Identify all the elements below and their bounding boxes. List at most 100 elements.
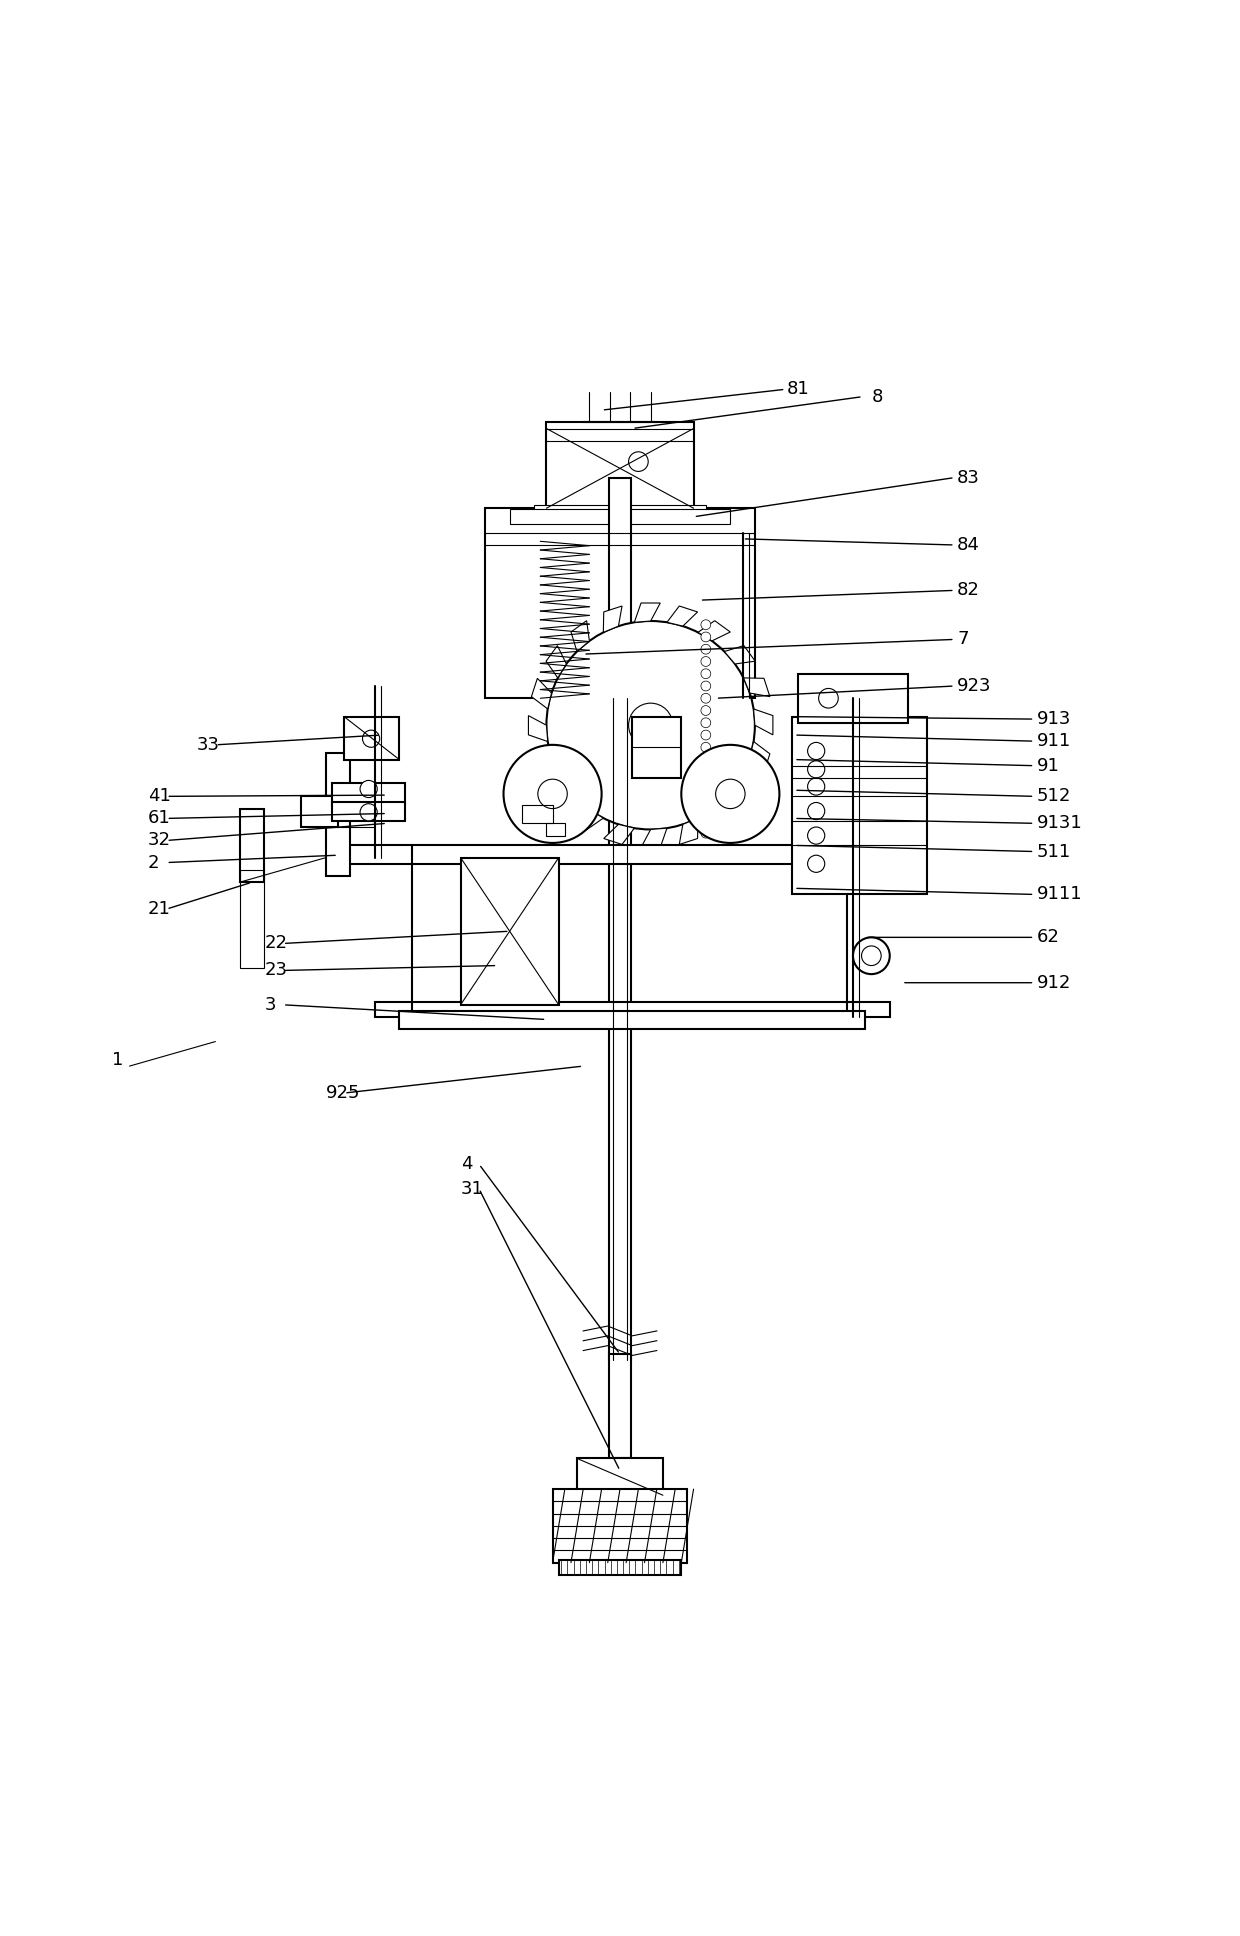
Text: 33: 33: [197, 736, 219, 753]
Bar: [239, 809, 264, 883]
Bar: [791, 716, 926, 894]
Bar: [339, 846, 901, 863]
Bar: [301, 796, 339, 827]
Circle shape: [629, 703, 673, 747]
Polygon shape: [698, 621, 730, 641]
Bar: [326, 753, 350, 877]
Text: 3: 3: [264, 995, 277, 1014]
Circle shape: [715, 778, 745, 809]
Bar: [559, 1560, 681, 1574]
Text: 2: 2: [148, 854, 160, 871]
Text: 9111: 9111: [1037, 885, 1083, 904]
Circle shape: [701, 718, 711, 728]
Circle shape: [681, 745, 780, 842]
Circle shape: [807, 803, 825, 819]
Polygon shape: [754, 709, 773, 736]
Circle shape: [818, 689, 838, 709]
Bar: [485, 509, 755, 699]
Polygon shape: [546, 645, 567, 678]
Bar: [522, 805, 553, 823]
Bar: [332, 782, 405, 805]
Circle shape: [701, 778, 711, 790]
Circle shape: [629, 451, 649, 472]
Text: 91: 91: [1037, 757, 1060, 774]
Polygon shape: [546, 786, 577, 805]
Polygon shape: [744, 678, 770, 697]
Circle shape: [701, 656, 711, 666]
Text: 912: 912: [1037, 974, 1071, 991]
Bar: [609, 478, 631, 1361]
Text: 21: 21: [148, 900, 171, 918]
Text: 8: 8: [872, 387, 883, 407]
Polygon shape: [572, 621, 589, 652]
Text: 925: 925: [326, 1084, 361, 1102]
Polygon shape: [667, 606, 698, 625]
Bar: [510, 509, 730, 525]
Circle shape: [362, 730, 379, 747]
Text: 511: 511: [1037, 842, 1071, 860]
Circle shape: [360, 780, 377, 798]
Text: 62: 62: [1037, 929, 1060, 947]
Circle shape: [701, 803, 711, 813]
Circle shape: [701, 815, 711, 827]
Bar: [239, 869, 264, 968]
Circle shape: [807, 778, 825, 796]
Text: 1: 1: [112, 1051, 123, 1069]
Text: 32: 32: [148, 831, 171, 850]
Polygon shape: [724, 645, 755, 664]
Polygon shape: [750, 741, 770, 772]
Text: 23: 23: [264, 962, 288, 980]
Bar: [797, 674, 908, 722]
Polygon shape: [641, 829, 667, 848]
Text: 31: 31: [460, 1179, 484, 1198]
Circle shape: [862, 947, 882, 966]
Bar: [547, 422, 693, 509]
Circle shape: [701, 730, 711, 740]
Polygon shape: [635, 602, 660, 621]
Polygon shape: [604, 825, 635, 844]
Polygon shape: [532, 753, 558, 772]
Circle shape: [701, 693, 711, 703]
Polygon shape: [604, 606, 622, 633]
Text: 9131: 9131: [1037, 815, 1083, 832]
Circle shape: [503, 745, 601, 842]
Circle shape: [807, 741, 825, 759]
Circle shape: [701, 792, 711, 802]
Circle shape: [701, 631, 711, 643]
Polygon shape: [680, 819, 698, 844]
Text: 4: 4: [460, 1156, 472, 1173]
Text: 84: 84: [957, 536, 980, 554]
Bar: [547, 823, 565, 836]
Bar: [534, 505, 706, 515]
Circle shape: [701, 645, 711, 654]
Bar: [374, 1003, 890, 1016]
Circle shape: [701, 829, 711, 838]
Circle shape: [701, 668, 711, 680]
Bar: [399, 1011, 866, 1030]
Text: 512: 512: [1037, 788, 1071, 805]
Polygon shape: [735, 772, 755, 805]
Text: 913: 913: [1037, 711, 1071, 728]
Polygon shape: [532, 678, 552, 709]
Circle shape: [701, 741, 711, 753]
Text: 923: 923: [957, 678, 992, 695]
Bar: [332, 803, 405, 821]
Bar: [460, 858, 559, 1005]
Circle shape: [701, 681, 711, 691]
Polygon shape: [712, 800, 730, 831]
Text: 7: 7: [957, 631, 968, 649]
Circle shape: [547, 621, 755, 829]
Circle shape: [807, 856, 825, 873]
Circle shape: [360, 803, 377, 821]
Text: 83: 83: [957, 469, 980, 486]
Circle shape: [853, 937, 890, 974]
Circle shape: [701, 767, 711, 776]
Circle shape: [807, 827, 825, 844]
Bar: [345, 716, 399, 759]
Circle shape: [701, 705, 711, 716]
Circle shape: [701, 755, 711, 765]
Circle shape: [538, 778, 567, 809]
Bar: [577, 1458, 663, 1495]
Text: 41: 41: [148, 788, 171, 805]
Circle shape: [701, 620, 711, 629]
